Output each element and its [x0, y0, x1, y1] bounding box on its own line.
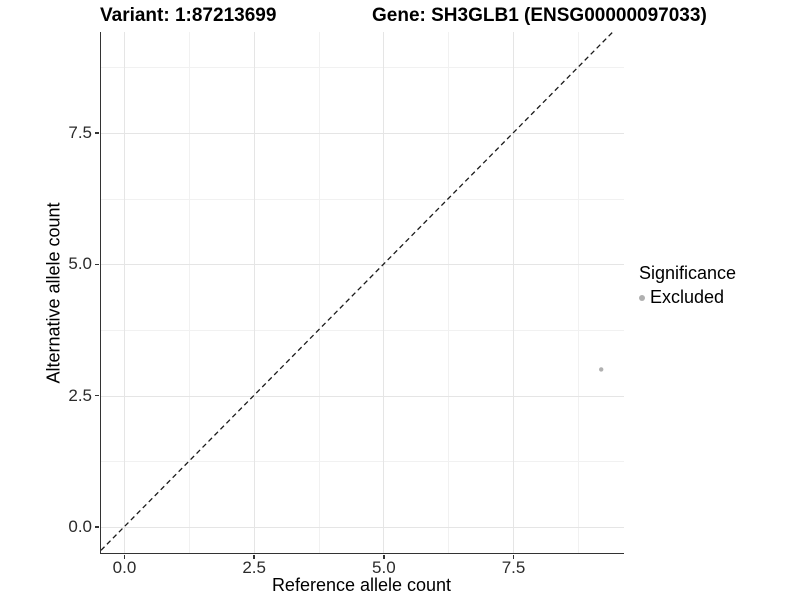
- gridline-x-major: [253, 32, 255, 553]
- legend-title: Significance: [639, 263, 737, 283]
- x-tick-label: 2.5: [242, 558, 266, 577]
- x-tick-mark: [512, 554, 515, 559]
- y-tick-label: 0.0: [68, 517, 92, 536]
- x-tick-label: 0.0: [112, 558, 137, 577]
- plot-panel: [100, 32, 624, 554]
- gridline-x-major: [124, 32, 125, 553]
- gridline-y-major: [101, 133, 624, 135]
- x-tick-label: 5.0: [372, 558, 396, 577]
- gridline-x-minor: [448, 32, 450, 553]
- identity-dashed-line: [101, 32, 614, 551]
- y-axis-title: Alternative allele count: [43, 202, 64, 384]
- y-tick-label: 2.5: [68, 385, 92, 405]
- x-tick-mark: [123, 554, 126, 559]
- plot-title-variant: Variant: 1:87213699: [100, 5, 277, 26]
- gridline-y-major: [101, 395, 624, 397]
- x-tick-label: 7.5: [501, 558, 526, 577]
- gridline-y-minor: [101, 198, 624, 200]
- x-tick-mark: [383, 554, 385, 559]
- x-tick-mark: [253, 554, 255, 559]
- gridline-x-major: [383, 32, 385, 553]
- legend-entries: Excluded: [639, 287, 736, 308]
- y-tick-label: 7.5: [68, 123, 92, 143]
- legend-key-dot-icon: [639, 294, 645, 301]
- plot-canvas: [101, 32, 614, 551]
- legend: Significance Excluded: [639, 263, 736, 308]
- x-axis-title: Reference allele count: [271, 575, 452, 595]
- y-tick-mark: [94, 394, 99, 397]
- legend-entry-label: Excluded: [650, 287, 725, 307]
- y-tick-mark: [94, 132, 99, 134]
- plot-title-gene: Gene: SH3GLB1 (ENSG00000097033): [372, 5, 707, 26]
- gridline-x-minor: [577, 32, 579, 553]
- legend-entry: Excluded: [639, 287, 736, 308]
- gridline-y-major: [101, 264, 624, 266]
- gridline-x-minor: [318, 32, 320, 553]
- gridline-y-minor: [101, 67, 624, 69]
- gridline-y-major: [101, 527, 624, 528]
- y-tick-label: 5.0: [68, 254, 92, 274]
- gridline-y-minor: [101, 461, 624, 463]
- gridline-x-minor: [188, 32, 190, 553]
- gridline-x-major: [513, 32, 515, 553]
- y-tick-mark: [94, 263, 99, 266]
- data-point: [599, 367, 604, 372]
- gridline-y-minor: [101, 330, 624, 331]
- y-tick-mark: [94, 526, 99, 528]
